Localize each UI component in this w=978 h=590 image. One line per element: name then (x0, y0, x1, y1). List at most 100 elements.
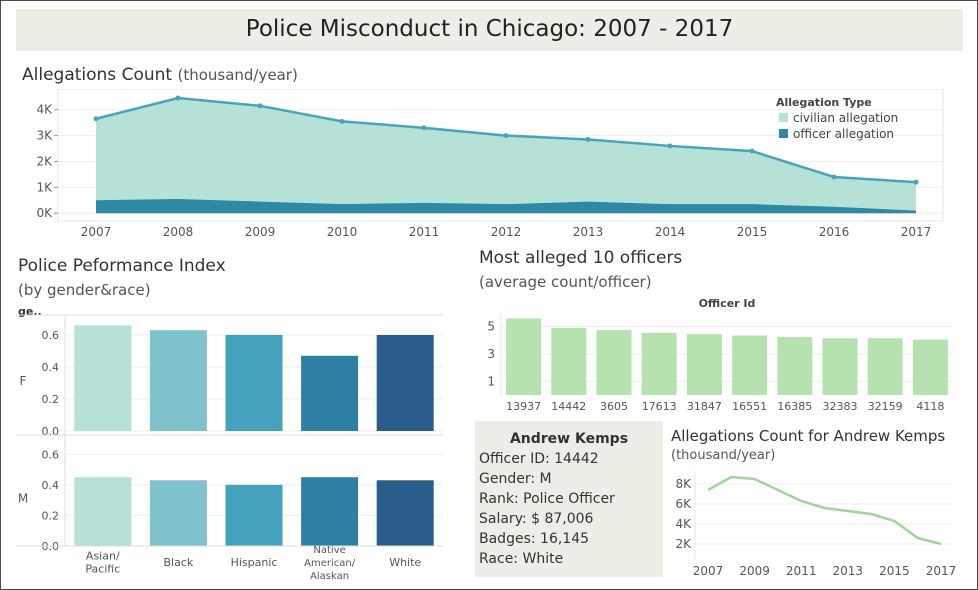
allegations-ytick-label: 3K (36, 129, 53, 143)
kemps-ytick-label: 4K (675, 517, 692, 531)
officer-allegation-area (96, 199, 916, 214)
officer-badges-line: Badges: 16,145 (479, 531, 590, 547)
kemps-xtick-label: 2013 (833, 564, 864, 578)
officers-bar (777, 336, 813, 395)
civilian-allegation-point (913, 179, 919, 185)
officers-bar (822, 338, 858, 395)
officers-bar (867, 338, 903, 395)
civilian-allegation-area (96, 98, 916, 214)
allegations-ytick-label: 0K (36, 206, 53, 220)
officers-xtick-label: 31847 (687, 400, 722, 413)
civilian-allegation-point (257, 103, 263, 109)
allegations-xtick-label: 2010 (327, 225, 358, 239)
performance-category-label: Native (313, 545, 345, 556)
allegations-legend-title: Allegation Type (776, 96, 872, 109)
performance-bar (225, 335, 283, 431)
kemps-subtitle: (thousand/year) (671, 448, 776, 463)
kemps-xtick-label: 2009 (739, 564, 770, 578)
performance-chart: ge..0.00.20.40.6F0.00.20.40.6MAsian/Paci… (16, 305, 443, 582)
officer-rank-line: Rank: Police Officer (479, 491, 615, 507)
kemps-chart: 2K 4K 6K 8K 2007 2009 2011 2013 2015 2017 (675, 471, 957, 578)
officer-card: Andrew Kemps Officer ID: 14442 Gender: M… (475, 421, 663, 577)
officers-bar (596, 330, 632, 395)
kemps-xtick-label: 2011 (786, 564, 817, 578)
performance-ytick-label: 0.4 (42, 479, 60, 492)
performance-row-header: ge.. (18, 305, 42, 318)
officers-xtick-label: 4118 (916, 400, 944, 413)
performance-category-label: Hispanic (231, 556, 278, 569)
performance-gender-label: F (20, 374, 27, 388)
performance-category-label: White (389, 556, 421, 569)
officer-id-line: Officer ID: 14442 (479, 451, 599, 467)
allegations-xtick-label: 2008 (163, 225, 194, 239)
officers-axis-title: Officer Id (699, 297, 756, 310)
performance-ytick-label: 0.2 (42, 393, 60, 406)
allegations-xtick-label: 2011 (409, 225, 440, 239)
allegations-frame (57, 89, 944, 222)
performance-ytick-label: 0.2 (42, 509, 60, 522)
officers-xtick-label: 3605 (600, 400, 628, 413)
officers-ytick-label: 1 (487, 374, 495, 388)
civilian-allegation-point (339, 118, 345, 124)
officer-salary-line: Salary: $ 87,006 (479, 511, 594, 527)
kemps-ytick-label: 8K (675, 477, 692, 491)
officers-xtick-label: 32159 (868, 400, 903, 413)
allegations-ytick-label: 4K (36, 103, 53, 117)
performance-bar (376, 335, 434, 431)
dashboard-title: Police Misconduct in Chicago: 2007 - 201… (245, 16, 734, 42)
performance-ytick-label: 0.4 (42, 361, 60, 374)
officers-bar (551, 328, 587, 395)
officers-bar (732, 335, 768, 395)
officer-gender-line: Gender: M (479, 471, 552, 487)
civilian-allegation-point (831, 174, 837, 180)
civilian-allegation-point (667, 143, 673, 149)
officers-ytick-label: 3 (487, 347, 495, 361)
officers-subtitle: (average count/officer) (479, 273, 652, 291)
performance-category-label: Pacific (85, 563, 120, 576)
kemps-title: Allegations Count for Andrew Kemps (671, 427, 946, 445)
dashboard-title-band: Police Misconduct in Chicago: 2007 - 201… (16, 9, 963, 51)
officer-name: Andrew Kemps (509, 431, 629, 447)
performance-ytick-label: 0.6 (42, 329, 60, 342)
performance-bar (376, 480, 434, 546)
allegations-legend-swatch (779, 113, 788, 122)
allegations-ytick-label: 2K (36, 154, 53, 168)
allegations-xtick-label: 2014 (655, 225, 686, 239)
allegations-chart: 0K 1K 2K 3K 4K 2007 2008 2009 2010 2011 2012 2013 20… (36, 89, 944, 239)
allegations-xtick-label: 2012 (491, 225, 522, 239)
officers-title: Most alleged 10 officers (479, 248, 683, 268)
allegations-legend-label: officer allegation (793, 127, 894, 141)
performance-ytick-label: 0.0 (42, 425, 60, 438)
officers-xtick-label: 14442 (551, 400, 586, 413)
officers-xtick-label: 32383 (823, 400, 858, 413)
officers-bar (506, 318, 542, 395)
civilian-allegation-point (175, 95, 181, 101)
allegations-xtick-label: 2007 (81, 225, 112, 239)
civilian-allegation-point (93, 116, 99, 122)
officers-bar (686, 334, 722, 395)
performance-bar (74, 325, 132, 431)
officer-race-line: Race: White (479, 551, 564, 567)
civilian-allegation-point (503, 133, 509, 139)
kemps-ytick-label: 6K (675, 497, 692, 511)
allegations-subtitle: (thousand/year) (177, 66, 298, 84)
officers-ytick-label: 5 (487, 320, 495, 334)
allegations-xtick-label: 2016 (819, 225, 850, 239)
kemps-xtick-label: 2007 (693, 564, 724, 578)
performance-category-label: Alaskan (310, 571, 349, 582)
performance-bar (149, 480, 207, 546)
allegations-legend-label: civilian allegation (793, 111, 898, 125)
allegations-xtick-label: 2013 (573, 225, 604, 239)
kemps-xtick-label: 2017 (926, 564, 957, 578)
kemps-ytick-label: 2K (675, 537, 692, 551)
civilian-allegation-point (585, 136, 591, 142)
officers-xtick-label: 17613 (642, 400, 677, 413)
allegations-title-row: Allegations Count (thousand/year) (22, 65, 298, 85)
performance-subtitle: (by gender&race) (18, 281, 151, 299)
allegations-legend-swatch (779, 129, 788, 138)
performance-category-label: Asian/ (86, 550, 120, 563)
allegations-xtick-label: 2017 (901, 225, 932, 239)
performance-gender-label: M (18, 492, 28, 506)
performance-title: Police Peformance Index (18, 256, 226, 276)
